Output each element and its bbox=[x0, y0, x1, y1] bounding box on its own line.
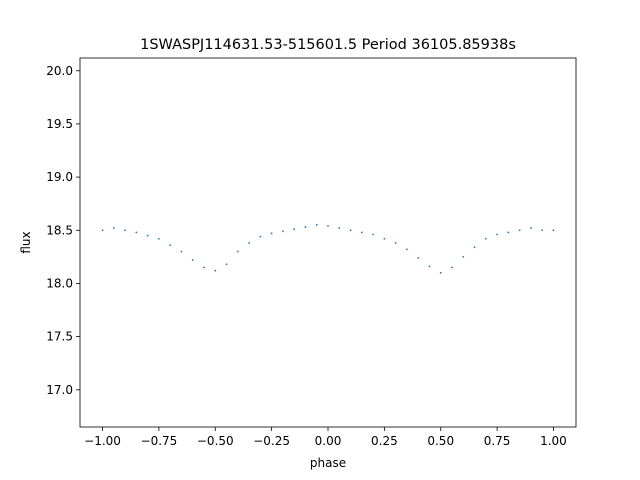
data-point bbox=[394, 242, 397, 244]
x-tick-label: 1.00 bbox=[540, 434, 567, 448]
data-point bbox=[406, 248, 408, 251]
data-point bbox=[327, 225, 329, 227]
data-point bbox=[417, 257, 420, 259]
data-point bbox=[473, 246, 476, 249]
x-tick-label: 0.25 bbox=[371, 434, 398, 448]
data-point bbox=[496, 233, 498, 236]
data-point bbox=[451, 266, 453, 269]
x-tick-label: 0.75 bbox=[484, 434, 511, 448]
data-point bbox=[158, 237, 160, 240]
data-point bbox=[236, 250, 239, 253]
data-point bbox=[282, 230, 284, 233]
x-tick-label: 0.00 bbox=[315, 434, 342, 448]
data-point bbox=[146, 234, 149, 237]
data-point bbox=[530, 227, 532, 230]
data-point bbox=[293, 228, 296, 231]
data-point bbox=[462, 255, 465, 258]
y-tick-label: 18.5 bbox=[46, 223, 73, 237]
data-point bbox=[315, 224, 318, 226]
x-tick-label: 0.50 bbox=[427, 434, 454, 448]
y-tick-label: 18.0 bbox=[46, 276, 73, 290]
x-tick-label: −0.75 bbox=[141, 434, 178, 448]
data-point bbox=[518, 229, 521, 232]
data-point bbox=[270, 232, 273, 235]
x-tick-label: −0.50 bbox=[197, 434, 234, 448]
data-point bbox=[439, 271, 442, 274]
data-point bbox=[338, 227, 341, 230]
data-point bbox=[112, 227, 115, 230]
chart-title: 1SWASPJ114631.53-515601.5 Period 36105.8… bbox=[140, 37, 516, 53]
x-tick-label: −1.00 bbox=[84, 434, 121, 448]
data-point bbox=[349, 229, 352, 232]
data-point bbox=[203, 266, 205, 269]
data-points bbox=[101, 224, 555, 274]
data-point bbox=[124, 229, 126, 232]
data-point bbox=[541, 229, 544, 232]
data-point bbox=[360, 231, 363, 234]
data-point bbox=[552, 229, 555, 232]
data-point bbox=[259, 235, 262, 238]
y-tick-label: 17.5 bbox=[46, 330, 73, 344]
y-axis-label: flux bbox=[19, 231, 33, 253]
data-point bbox=[214, 269, 217, 272]
x-tick-label: −0.25 bbox=[253, 434, 290, 448]
data-point bbox=[428, 265, 431, 268]
y-tick-label: 20.0 bbox=[46, 64, 73, 78]
y-tick-label: 19.0 bbox=[46, 170, 73, 184]
y-axis: 17.0 17.5 18.0 18.5 19.0 19.5 20.0 bbox=[46, 64, 80, 397]
data-point bbox=[383, 237, 386, 240]
data-point bbox=[248, 242, 250, 244]
data-point bbox=[507, 231, 510, 234]
data-point bbox=[180, 250, 183, 253]
data-point bbox=[304, 226, 307, 228]
data-point bbox=[484, 237, 487, 240]
data-point bbox=[191, 259, 194, 261]
y-tick-label: 17.0 bbox=[46, 383, 73, 397]
x-axis: −1.00 −0.75 −0.50 −0.25 0.00 0.25 0.50 0.75 1.00 bbox=[84, 427, 567, 448]
data-point bbox=[225, 263, 228, 266]
data-point bbox=[101, 229, 104, 232]
data-point bbox=[372, 233, 374, 236]
data-point bbox=[169, 244, 172, 247]
x-axis-label: phase bbox=[310, 456, 346, 470]
plot-area-frame bbox=[79, 57, 577, 428]
y-tick-label: 19.5 bbox=[46, 117, 73, 131]
data-point bbox=[135, 231, 138, 234]
